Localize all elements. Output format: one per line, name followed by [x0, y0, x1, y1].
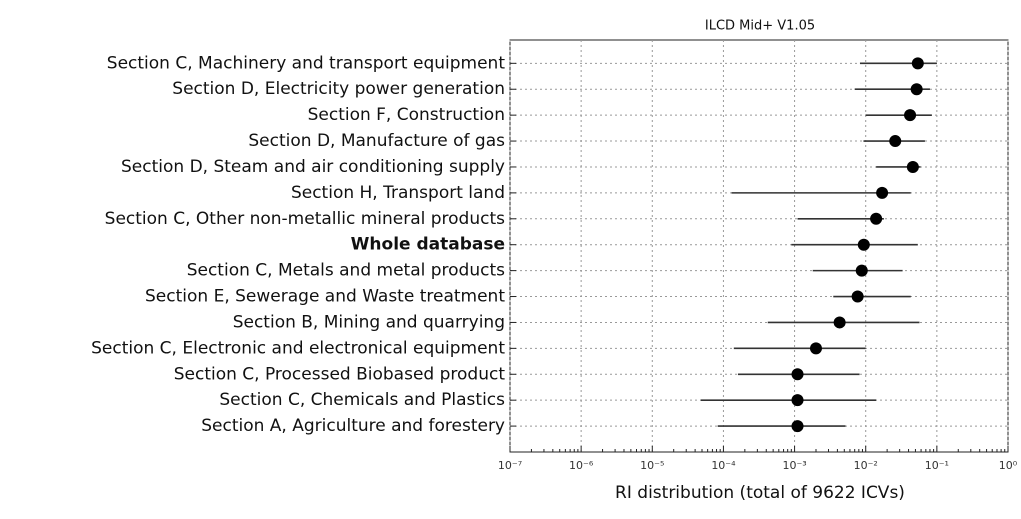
dot [870, 212, 883, 225]
x-axis-label: RI distribution (total of 9622 ICVs) [615, 483, 905, 503]
x-tick-label: 10⁻² [854, 459, 878, 472]
dot [889, 135, 902, 148]
dot [904, 109, 917, 122]
y-tick-label: Section C, Other non-metallic mineral pr… [105, 209, 505, 229]
dot [851, 290, 864, 303]
dot [855, 264, 868, 277]
y-tick-label: Section D, Steam and air conditioning su… [121, 157, 505, 177]
dot [791, 394, 804, 407]
y-tick-label: Section D, Manufacture of gas [248, 131, 505, 151]
y-tick-label: Section C, Metals and metal products [187, 261, 505, 281]
dot [809, 342, 822, 355]
x-tick-label: 10⁻⁵ [640, 459, 664, 472]
y-tick-label: Section C, Processed Biobased product [174, 364, 506, 384]
x-tick-label: 10⁻⁶ [569, 459, 594, 472]
x-tick-label: 10⁰ [999, 459, 1018, 472]
y-tick-label: Section A, Agriculture and forestery [201, 416, 505, 436]
y-tick-label: Section D, Electricity power generation [172, 79, 505, 99]
dot [876, 186, 889, 199]
y-tick-label: Section H, Transport land [291, 183, 505, 203]
y-tick-label: Section C, Electronic and electronical e… [91, 338, 505, 358]
dot [910, 83, 923, 96]
x-tick-label: 10⁻¹ [925, 459, 949, 472]
y-tick-label: Section B, Mining and quarrying [233, 312, 505, 332]
y-tick-label: Section F, Construction [308, 105, 505, 125]
x-tick-label: 10⁻³ [782, 459, 806, 472]
dot [911, 57, 924, 70]
plot-frame [509, 39, 1009, 453]
dot [857, 238, 870, 251]
y-tick-label: Section E, Sewerage and Waste treatment [145, 287, 505, 307]
dot [833, 316, 846, 329]
chart-title: ILCD Mid+ V1.05 [705, 19, 815, 34]
y-tick-label: Section C, Machinery and transport equip… [107, 53, 506, 73]
dot [791, 368, 804, 381]
y-tick-label: Whole database [351, 235, 505, 255]
dot [791, 420, 804, 433]
y-tick-label: Section C, Chemicals and Plastics [219, 390, 505, 410]
x-tick-label: 10⁻⁷ [498, 459, 522, 472]
x-tick-label: 10⁻⁴ [711, 459, 736, 472]
dot [906, 160, 919, 173]
